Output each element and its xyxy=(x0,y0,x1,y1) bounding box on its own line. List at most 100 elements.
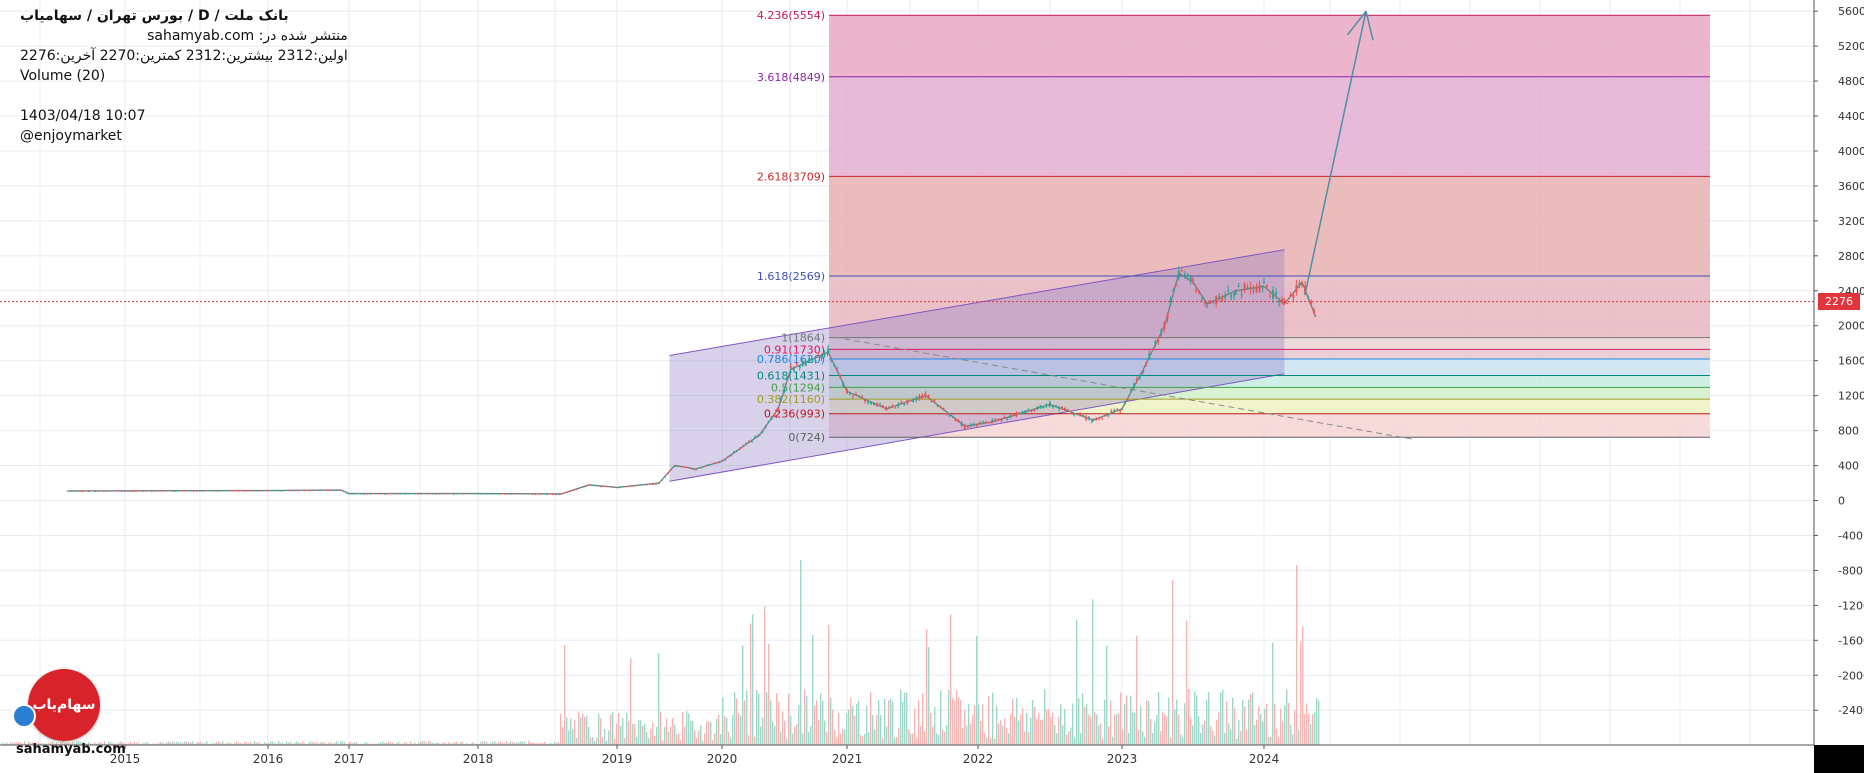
volume-bar xyxy=(300,742,302,745)
candle-body xyxy=(879,404,881,406)
candle-body xyxy=(846,389,848,393)
candle-body xyxy=(249,490,252,492)
volume-bar xyxy=(294,742,296,745)
candle-body xyxy=(1055,405,1057,407)
volume-bar xyxy=(1210,725,1212,745)
fib-level-label: 0.786(1620) xyxy=(757,353,825,366)
candle-body xyxy=(997,418,1000,421)
volume-bar xyxy=(574,719,576,745)
candle-body xyxy=(894,407,897,409)
candle-body xyxy=(93,491,96,493)
volume-bar xyxy=(318,743,320,745)
candle-body xyxy=(1027,408,1030,410)
candle-body xyxy=(297,490,299,492)
volume-bar xyxy=(966,725,968,745)
y-tick-label: -1200 xyxy=(1838,599,1864,612)
candle-body xyxy=(162,490,165,492)
volume-bar xyxy=(612,711,614,745)
candle-body xyxy=(534,493,536,495)
volume-bar xyxy=(102,743,104,745)
published-source: منتشر شده در: sahamyab.com xyxy=(147,28,348,44)
candle-body xyxy=(691,468,694,470)
volume-bar xyxy=(702,740,704,745)
volume-bar xyxy=(312,742,314,745)
candle-body xyxy=(1233,293,1236,296)
volume-bar xyxy=(1144,736,1146,745)
volume-bar xyxy=(1016,698,1018,745)
volume-bar xyxy=(256,742,258,745)
volume-bar xyxy=(850,697,852,745)
volume-bar xyxy=(376,743,378,745)
candle-body xyxy=(1110,410,1113,412)
candle-body xyxy=(804,361,807,366)
y-tick-label: 4000 xyxy=(1838,145,1864,158)
candle-body xyxy=(909,400,912,402)
candle-body xyxy=(1272,290,1274,299)
candle-body xyxy=(303,490,305,492)
volume-bar xyxy=(378,743,380,745)
candle-body xyxy=(918,395,921,399)
volume-bar xyxy=(674,724,676,745)
volume-bar xyxy=(92,743,94,745)
volume-bar xyxy=(208,743,210,745)
volume-bar xyxy=(250,741,252,745)
volume-bars xyxy=(2,560,1320,745)
volume-bar xyxy=(14,742,16,745)
volume-bar xyxy=(516,742,518,745)
candle-body xyxy=(697,467,700,469)
volume-bar xyxy=(42,742,44,745)
volume-bar xyxy=(666,718,668,745)
candle-body xyxy=(252,490,255,492)
volume-bar xyxy=(552,743,554,745)
candle-body xyxy=(900,401,903,403)
volume-bar xyxy=(542,742,544,745)
volume-bar xyxy=(718,714,720,745)
volume-bar xyxy=(58,743,60,745)
x-tick-label: 2016 xyxy=(253,752,284,766)
volume-bar xyxy=(130,741,132,745)
volume-bar xyxy=(34,743,36,745)
volume-bar xyxy=(780,731,782,745)
volume-bar xyxy=(1104,699,1106,745)
volume-bar xyxy=(1162,712,1164,745)
volume-bar xyxy=(238,742,240,745)
y-tick-label: 3200 xyxy=(1838,215,1864,228)
volume-bar xyxy=(906,692,908,745)
volume-bar xyxy=(210,743,212,745)
candle-body xyxy=(652,483,654,485)
volume-bar xyxy=(280,742,282,745)
volume-bar xyxy=(106,743,108,745)
volume-bar xyxy=(1046,709,1048,745)
volume-bar xyxy=(1052,712,1054,745)
volume-bar xyxy=(898,727,900,745)
volume-bar xyxy=(286,741,288,745)
candle-body xyxy=(584,486,587,488)
candle-body xyxy=(459,493,461,495)
volume-bar xyxy=(506,741,508,745)
volume-bar xyxy=(398,741,400,745)
volume-bar xyxy=(952,698,954,745)
candle-body xyxy=(519,493,521,495)
candle-body xyxy=(643,484,645,486)
candle-body xyxy=(75,490,78,492)
candle-body xyxy=(845,388,848,390)
candle-body xyxy=(78,490,81,492)
volume-bar xyxy=(274,743,276,745)
candle-body xyxy=(811,361,814,363)
candle-body xyxy=(1186,274,1189,277)
volume-bar xyxy=(580,717,582,745)
candle-body xyxy=(960,422,963,426)
y-tick-label: 5200 xyxy=(1838,40,1864,53)
candle-body xyxy=(1042,405,1045,409)
candle-body xyxy=(279,490,281,492)
volume-bar xyxy=(624,738,626,745)
candle-body xyxy=(951,416,954,418)
candle-body xyxy=(994,419,997,421)
candle-body xyxy=(192,490,195,492)
candle-body xyxy=(135,490,138,492)
volume-bar xyxy=(658,653,660,745)
candle-body xyxy=(501,493,503,495)
volume-bar xyxy=(152,743,154,745)
volume-bar xyxy=(582,713,584,745)
